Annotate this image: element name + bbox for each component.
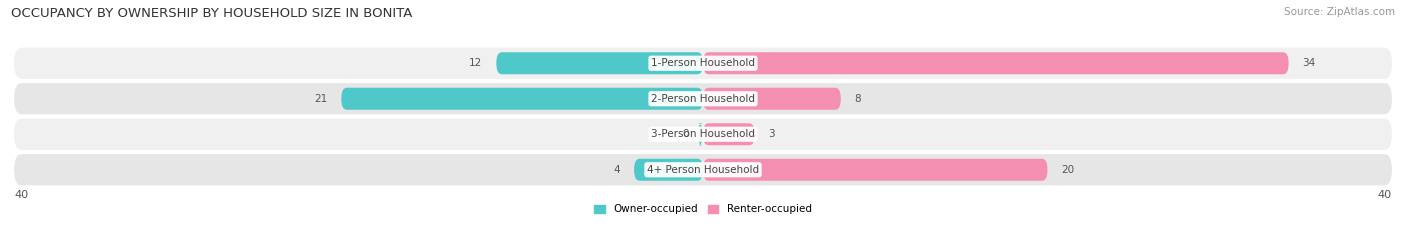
Text: 40: 40 xyxy=(1378,190,1392,200)
FancyBboxPatch shape xyxy=(703,123,755,145)
Text: 20: 20 xyxy=(1062,165,1074,175)
FancyBboxPatch shape xyxy=(703,88,841,110)
Text: 4: 4 xyxy=(613,165,620,175)
FancyBboxPatch shape xyxy=(14,83,1392,114)
Text: OCCUPANCY BY OWNERSHIP BY HOUSEHOLD SIZE IN BONITA: OCCUPANCY BY OWNERSHIP BY HOUSEHOLD SIZE… xyxy=(11,7,412,20)
Text: 21: 21 xyxy=(315,94,328,104)
Text: 2-Person Household: 2-Person Household xyxy=(651,94,755,104)
Text: 3: 3 xyxy=(769,129,775,139)
Text: 1-Person Household: 1-Person Household xyxy=(651,58,755,68)
Text: Source: ZipAtlas.com: Source: ZipAtlas.com xyxy=(1284,7,1395,17)
FancyBboxPatch shape xyxy=(14,154,1392,185)
Text: 3-Person Household: 3-Person Household xyxy=(651,129,755,139)
Legend: Owner-occupied, Renter-occupied: Owner-occupied, Renter-occupied xyxy=(591,200,815,219)
FancyBboxPatch shape xyxy=(703,52,1289,74)
FancyBboxPatch shape xyxy=(496,52,703,74)
Text: 0: 0 xyxy=(683,129,689,139)
Text: 4+ Person Household: 4+ Person Household xyxy=(647,165,759,175)
Text: 8: 8 xyxy=(855,94,862,104)
FancyBboxPatch shape xyxy=(14,48,1392,79)
FancyBboxPatch shape xyxy=(342,88,703,110)
Text: 12: 12 xyxy=(470,58,482,68)
FancyBboxPatch shape xyxy=(697,123,703,145)
FancyBboxPatch shape xyxy=(634,159,703,181)
FancyBboxPatch shape xyxy=(14,119,1392,150)
Text: 40: 40 xyxy=(14,190,28,200)
Text: 34: 34 xyxy=(1302,58,1316,68)
FancyBboxPatch shape xyxy=(703,159,1047,181)
